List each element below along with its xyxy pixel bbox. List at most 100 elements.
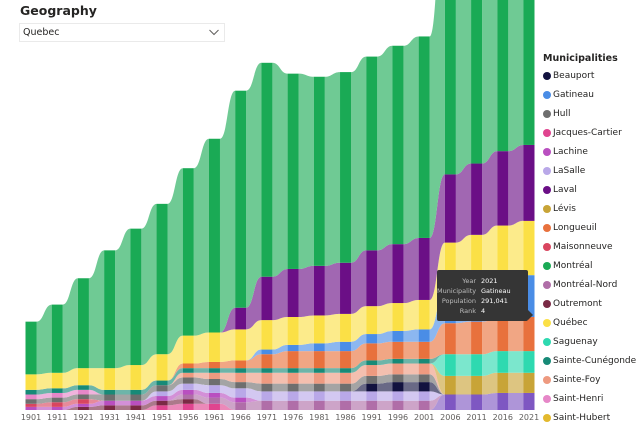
ribbon-segment[interactable] <box>508 144 524 226</box>
bar-segment[interactable] <box>444 174 456 243</box>
legend-item[interactable]: Maisonneuve <box>543 237 641 256</box>
bar-segment[interactable] <box>471 163 483 235</box>
ribbon-segment[interactable] <box>167 389 183 401</box>
bar-segment[interactable] <box>208 138 220 333</box>
bar-segment[interactable] <box>261 320 273 350</box>
legend-item[interactable]: Saint-Henri <box>543 389 641 408</box>
bar-segment[interactable] <box>51 402 63 407</box>
ribbon-segment[interactable] <box>403 363 419 375</box>
ribbon-segment[interactable] <box>298 383 314 392</box>
ribbon-segment[interactable] <box>298 368 314 373</box>
ribbon-segment[interactable] <box>508 392 524 410</box>
bar-segment[interactable] <box>523 144 535 221</box>
bar-segment[interactable] <box>418 237 430 300</box>
bar-segment[interactable] <box>104 368 116 390</box>
ribbon-segment[interactable] <box>141 396 157 406</box>
ribbon-segment[interactable] <box>377 391 393 401</box>
ribbon-segment[interactable] <box>377 374 393 384</box>
ribbon-segment[interactable] <box>377 400 393 410</box>
ribbon-segment[interactable] <box>246 372 262 384</box>
bar-segment[interactable] <box>182 363 194 369</box>
bar-segment[interactable] <box>497 225 509 279</box>
ribbon-segment[interactable] <box>508 220 524 279</box>
ribbon-segment[interactable] <box>429 363 445 395</box>
ribbon-segment[interactable] <box>429 354 445 376</box>
bar-segment[interactable] <box>261 400 273 410</box>
ribbon-segment[interactable] <box>36 392 52 400</box>
bar-segment[interactable] <box>182 399 194 404</box>
bar-segment[interactable] <box>182 389 194 395</box>
ribbon-segment[interactable] <box>88 399 105 404</box>
bar-segment[interactable] <box>392 330 404 342</box>
legend-item[interactable]: Saint-Hubert <box>543 408 641 427</box>
legend-item[interactable]: LaSalle <box>543 161 641 180</box>
ribbon-segment[interactable] <box>272 368 288 373</box>
bar-segment[interactable] <box>235 382 247 389</box>
ribbon-segment[interactable] <box>508 351 524 373</box>
bar-segment[interactable] <box>51 406 63 410</box>
bar-segment[interactable] <box>497 351 509 373</box>
bar-segment[interactable] <box>444 375 456 395</box>
ribbon-segment[interactable] <box>508 0 524 152</box>
ribbon-segment[interactable] <box>115 389 131 395</box>
bar-segment[interactable] <box>130 400 142 406</box>
ribbon-segment[interactable] <box>272 344 288 355</box>
ribbon-segment[interactable] <box>455 354 472 376</box>
ribbon-segment[interactable] <box>167 368 183 386</box>
bar-segment[interactable] <box>208 332 220 362</box>
bar-segment[interactable] <box>77 278 89 369</box>
ribbon-segment[interactable] <box>219 90 236 333</box>
bar-segment[interactable] <box>340 372 352 384</box>
ribbon-segment[interactable] <box>88 405 105 410</box>
bar-segment[interactable] <box>182 335 194 364</box>
bar-segment[interactable] <box>77 389 89 395</box>
ribbon-segment[interactable] <box>298 391 314 401</box>
ribbon-segment[interactable] <box>298 400 314 410</box>
ribbon-segment[interactable] <box>167 377 183 392</box>
ribbon-segment[interactable] <box>429 354 445 364</box>
bar-segment[interactable] <box>366 250 378 307</box>
bar-segment[interactable] <box>51 397 63 403</box>
ribbon-segment[interactable] <box>324 351 341 369</box>
bar-segment[interactable] <box>51 392 63 398</box>
bar-segment[interactable] <box>392 374 404 383</box>
bar-segment[interactable] <box>366 306 378 335</box>
ribbon-segment[interactable] <box>62 394 78 403</box>
legend-item[interactable]: Gatineau <box>543 85 641 104</box>
bar-segment[interactable] <box>444 0 456 175</box>
ribbon-segment[interactable] <box>62 403 78 410</box>
bar-segment[interactable] <box>25 406 37 410</box>
ribbon-segment[interactable] <box>62 385 78 393</box>
bar-segment[interactable] <box>471 0 483 164</box>
bar-segment[interactable] <box>340 341 352 352</box>
bar-segment[interactable] <box>313 400 325 410</box>
ribbon-segment[interactable] <box>377 303 393 335</box>
ribbon-segment[interactable] <box>36 406 52 410</box>
ribbon-segment[interactable] <box>455 321 472 355</box>
ribbon-segment[interactable] <box>377 330 393 344</box>
ribbon-segment[interactable] <box>193 383 209 393</box>
ribbon-segment[interactable] <box>88 250 105 369</box>
ribbon-segment[interactable] <box>141 380 157 395</box>
bar-segment[interactable] <box>235 368 247 373</box>
bar-segment[interactable] <box>313 343 325 352</box>
bar-segment[interactable] <box>392 358 404 364</box>
bar-segment[interactable] <box>287 383 299 392</box>
geography-slicer[interactable]: Quebec <box>19 23 225 42</box>
bar-segment[interactable] <box>392 363 404 375</box>
chevron-down-icon[interactable] <box>208 26 220 38</box>
ribbon-segment[interactable] <box>298 351 314 369</box>
ribbon-segment[interactable] <box>298 265 314 317</box>
bar-segment[interactable] <box>313 315 325 344</box>
bar-segment[interactable] <box>261 372 273 384</box>
bar-segment[interactable] <box>444 394 456 411</box>
legend-item[interactable]: Québec <box>543 313 641 332</box>
ribbon-segment[interactable] <box>429 323 445 359</box>
bar-segment[interactable] <box>366 334 378 344</box>
ribbon-segment[interactable] <box>403 341 419 359</box>
bar-segment[interactable] <box>208 392 220 398</box>
ribbon-segment[interactable] <box>167 383 183 397</box>
ribbon-segment[interactable] <box>403 374 419 383</box>
bar-segment[interactable] <box>392 391 404 401</box>
